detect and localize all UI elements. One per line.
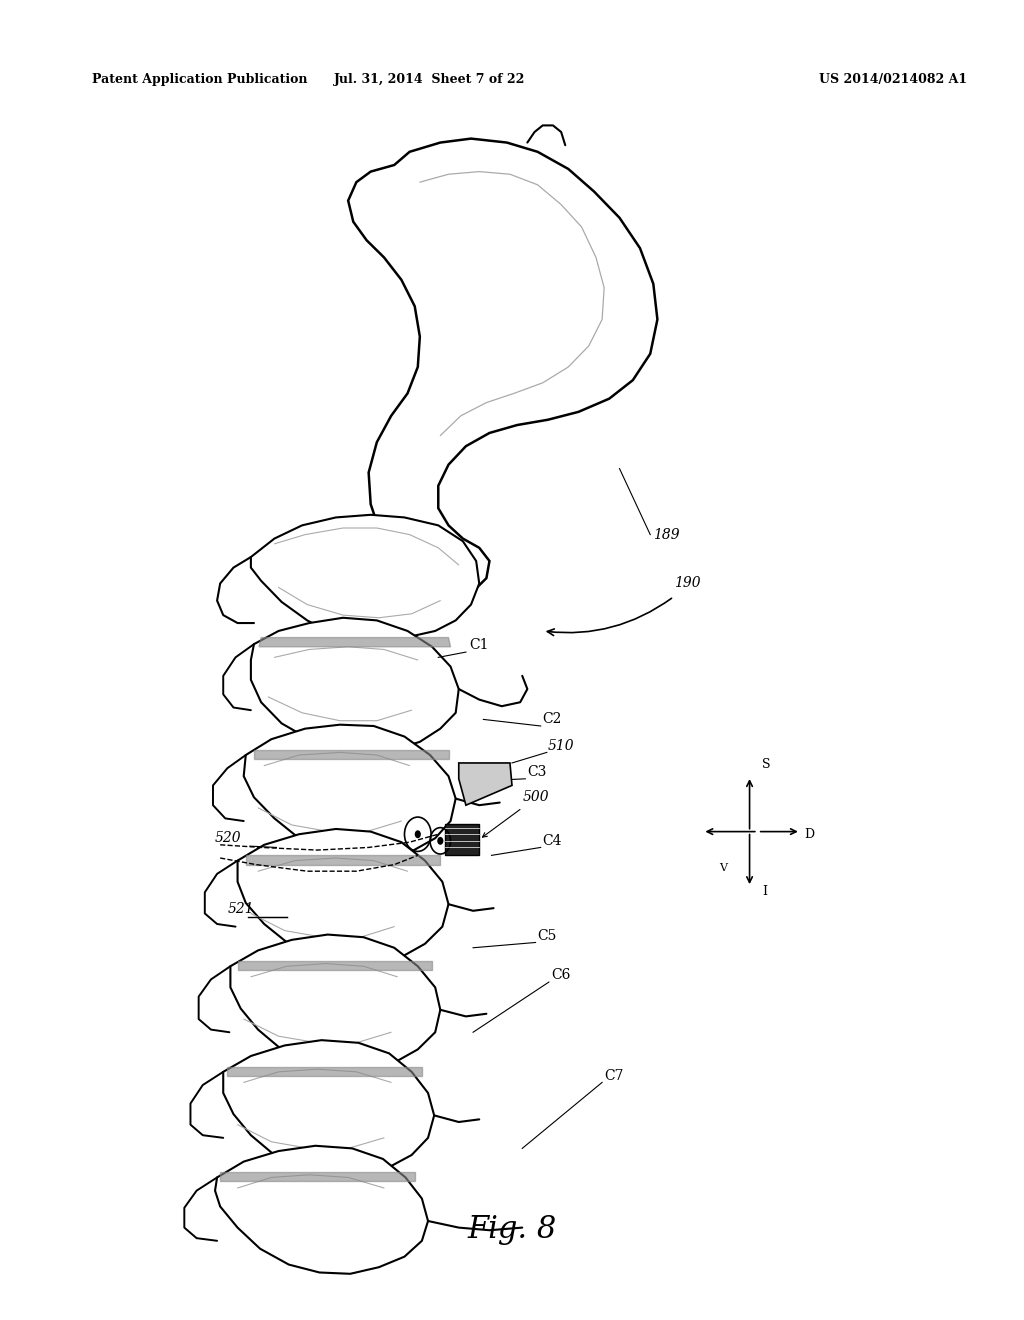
Text: 190: 190 [674, 577, 700, 590]
Text: US 2014/0214082 A1: US 2014/0214082 A1 [819, 73, 968, 86]
Polygon shape [223, 1040, 434, 1175]
Text: Jul. 31, 2014  Sheet 7 of 22: Jul. 31, 2014 Sheet 7 of 22 [335, 73, 525, 86]
Circle shape [415, 830, 421, 838]
Text: 520: 520 [215, 832, 242, 845]
Text: S: S [762, 758, 770, 771]
Text: Patent Application Publication: Patent Application Publication [92, 73, 307, 86]
Text: C3: C3 [527, 766, 547, 779]
Polygon shape [246, 855, 440, 865]
Text: 189: 189 [653, 528, 680, 541]
Text: C7: C7 [604, 1069, 624, 1082]
Text: C4: C4 [543, 834, 562, 847]
Polygon shape [227, 1067, 422, 1076]
Polygon shape [238, 961, 432, 970]
Polygon shape [254, 750, 449, 759]
Polygon shape [251, 515, 479, 640]
Polygon shape [238, 829, 449, 964]
Text: I: I [762, 884, 767, 898]
Text: C6: C6 [551, 969, 570, 982]
Text: C2: C2 [543, 713, 562, 726]
Polygon shape [230, 935, 440, 1069]
Polygon shape [259, 638, 451, 647]
Polygon shape [251, 618, 459, 752]
Polygon shape [445, 824, 479, 855]
Polygon shape [220, 1172, 415, 1181]
Polygon shape [244, 725, 456, 858]
Circle shape [437, 837, 443, 845]
Polygon shape [348, 139, 657, 597]
Text: C1: C1 [469, 639, 488, 652]
Text: V: V [719, 863, 727, 874]
Polygon shape [459, 763, 512, 805]
Text: Fig. 8: Fig. 8 [467, 1214, 557, 1245]
Text: 500: 500 [522, 791, 549, 804]
Text: D: D [804, 828, 814, 841]
Text: 521: 521 [227, 903, 254, 916]
Text: C5: C5 [538, 929, 557, 942]
Text: 510: 510 [548, 739, 574, 752]
Polygon shape [215, 1146, 428, 1274]
